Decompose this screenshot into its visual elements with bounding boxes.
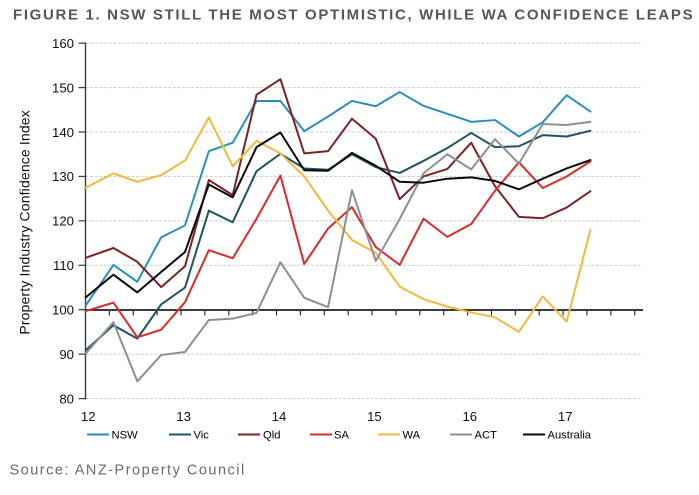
svg-text:80: 80: [59, 391, 74, 406]
svg-text:14: 14: [272, 409, 287, 424]
svg-text:140: 140: [52, 125, 74, 140]
svg-text:Qld: Qld: [263, 429, 280, 441]
svg-text:Source: ANZ-Property Council: Source: ANZ-Property Council: [10, 463, 246, 479]
svg-text:NSW: NSW: [112, 429, 139, 441]
svg-text:120: 120: [52, 214, 74, 229]
svg-text:90: 90: [59, 347, 74, 362]
svg-text:ACT: ACT: [475, 429, 498, 441]
svg-text:17: 17: [558, 409, 573, 424]
svg-text:160: 160: [52, 36, 74, 51]
svg-text:16: 16: [462, 409, 477, 424]
svg-text:150: 150: [52, 80, 74, 95]
svg-text:13: 13: [176, 409, 191, 424]
svg-text:SA: SA: [334, 429, 349, 441]
svg-text:WA: WA: [403, 429, 421, 441]
svg-text:110: 110: [53, 258, 74, 273]
svg-text:Property Industry Confidence I: Property Industry Confidence Index: [17, 110, 33, 335]
svg-text:130: 130: [52, 169, 74, 184]
svg-text:Australia: Australia: [548, 429, 592, 441]
svg-text:12: 12: [81, 409, 96, 424]
svg-text:FIGURE 1. NSW STILL THE MOST O: FIGURE 1. NSW STILL THE MOST OPTIMISTIC,…: [13, 7, 694, 24]
svg-text:15: 15: [367, 409, 382, 424]
svg-text:Vic: Vic: [194, 429, 210, 441]
svg-text:100: 100: [52, 303, 74, 318]
